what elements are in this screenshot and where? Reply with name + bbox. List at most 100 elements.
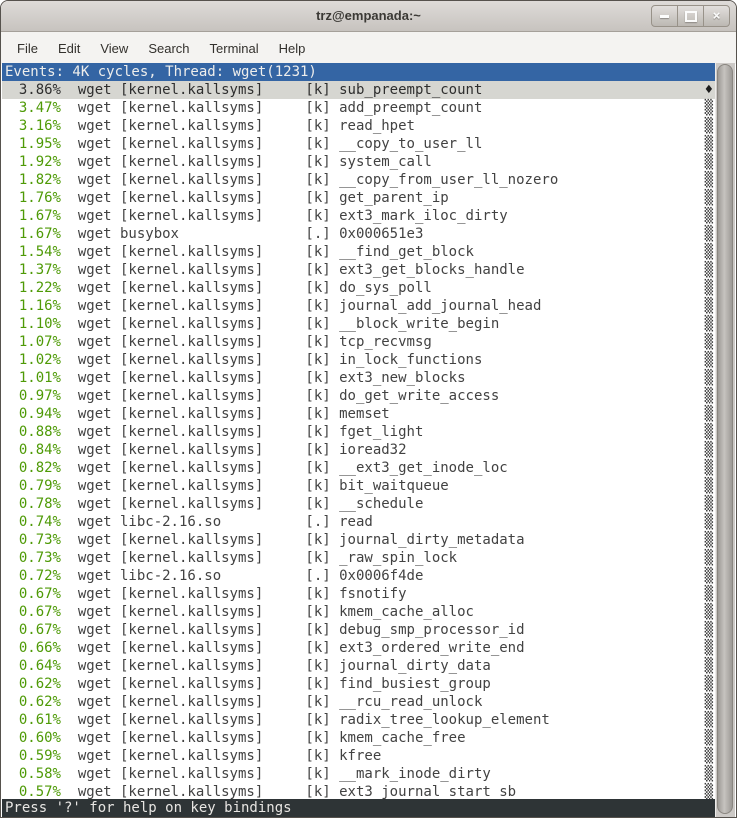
- table-row[interactable]: 0.79% wget [kernel.kallsyms] [k] bit_waitque…: [2, 477, 718, 495]
- command-cell: wget: [77, 352, 112, 368]
- table-row[interactable]: 0.82% wget [kernel.kallsyms] [k] __ext3_get_…: [2, 459, 718, 477]
- status-bar: Press '?' for help on key bindings: [2, 799, 718, 817]
- command-cell: wget: [77, 262, 112, 278]
- command-cell: wget: [77, 136, 112, 152]
- table-row[interactable]: 1.07% wget [kernel.kallsyms] [k] tcp_recvmsg…: [2, 333, 718, 351]
- command-cell: wget: [77, 460, 112, 476]
- scroll-shade-icon: ▒: [704, 694, 713, 710]
- table-row[interactable]: 0.60% wget [kernel.kallsyms] [k] kmem_cache_…: [2, 729, 718, 747]
- symbol-type-cell: [k]: [305, 262, 331, 278]
- command-cell: wget: [77, 406, 112, 422]
- overhead-cell: 0.78%: [18, 496, 61, 512]
- titlebar[interactable]: trz@empanada:~ ×: [1, 1, 736, 32]
- shared-object-cell: [kernel.kallsyms]: [119, 766, 264, 782]
- table-row[interactable]: 1.92% wget [kernel.kallsyms] [k] system_call…: [2, 153, 718, 171]
- table-row[interactable]: 1.54% wget [kernel.kallsyms] [k] __find_get_…: [2, 243, 718, 261]
- gap: [61, 297, 78, 315]
- shared-object-cell: [kernel.kallsyms]: [119, 406, 264, 422]
- table-row[interactable]: 0.74% wget libc-2.16.so [.] read ▒: [2, 513, 718, 531]
- symbol-type-cell: [k]: [305, 172, 331, 188]
- table-row[interactable]: 0.97% wget [kernel.kallsyms] [k] do_get_writ…: [2, 387, 718, 405]
- events-header: Events: 4K cycles, Thread: wget(1231): [2, 63, 718, 81]
- table-row[interactable]: 0.88% wget [kernel.kallsyms] [k] fget_light ▒: [2, 423, 718, 441]
- table-row[interactable]: 1.82% wget [kernel.kallsyms] [k] __copy_from…: [2, 171, 718, 189]
- maximize-button[interactable]: [677, 5, 704, 27]
- shared-object-cell: [kernel.kallsyms]: [119, 676, 264, 692]
- table-row[interactable]: 0.66% wget [kernel.kallsyms] [k] ext3_ordere…: [2, 639, 718, 657]
- table-row[interactable]: 3.86% wget [kernel.kallsyms] [k] sub_preempt…: [2, 81, 718, 99]
- command-cell: wget: [77, 604, 112, 620]
- command-cell: wget: [77, 568, 112, 584]
- close-button[interactable]: ×: [703, 5, 730, 27]
- menu-help[interactable]: Help: [278, 40, 306, 56]
- symbol-type-cell: [k]: [305, 586, 331, 602]
- symbol-cell: journal_add_journal_head: [339, 298, 542, 314]
- table-row[interactable]: 0.72% wget libc-2.16.so [.] 0x0006f4de ▒: [2, 567, 718, 585]
- table-row[interactable]: 1.01% wget [kernel.kallsyms] [k] ext3_new_bl…: [2, 369, 718, 387]
- menu-edit[interactable]: Edit: [57, 40, 81, 56]
- table-row[interactable]: 0.67% wget [kernel.kallsyms] [k] kmem_cache_…: [2, 603, 718, 621]
- command-cell: wget: [77, 118, 112, 134]
- menu-terminal[interactable]: Terminal: [209, 40, 259, 56]
- table-row[interactable]: 0.73% wget [kernel.kallsyms] [k] _raw_spin_l…: [2, 549, 718, 567]
- gap: [61, 585, 78, 603]
- table-row[interactable]: 0.61% wget [kernel.kallsyms] [k] radix_tree_…: [2, 711, 718, 729]
- shared-object-cell: [kernel.kallsyms]: [119, 262, 264, 278]
- overhead-cell: 1.67%: [18, 208, 61, 224]
- gap: [61, 405, 78, 423]
- window-controls: ×: [651, 5, 730, 27]
- symbol-type-cell: [k]: [305, 370, 331, 386]
- shared-object-cell: [kernel.kallsyms]: [119, 208, 264, 224]
- table-row[interactable]: 0.59% wget [kernel.kallsyms] [k] kfree ▒: [2, 747, 718, 765]
- table-row[interactable]: 1.22% wget [kernel.kallsyms] [k] do_sys_poll…: [2, 279, 718, 297]
- terminal-screen[interactable]: Events: 4K cycles, Thread: wget(1231) 3.…: [2, 63, 718, 817]
- menu-search[interactable]: Search: [148, 40, 190, 56]
- symbol-cell: ext3_new_blocks: [339, 370, 466, 386]
- scroll-shade-icon: ▒: [704, 136, 713, 152]
- scroll-shade-icon: ▒: [704, 190, 713, 206]
- window-title: trz@empanada:~: [316, 8, 421, 23]
- shared-object-cell: [kernel.kallsyms]: [119, 496, 264, 512]
- table-row[interactable]: 0.57% wget [kernel.kallsyms] [k] ext3_journa…: [2, 783, 718, 801]
- symbol-type-cell: [k]: [305, 442, 331, 458]
- symbol-type-cell: [k]: [305, 712, 331, 728]
- command-cell: wget: [77, 226, 112, 242]
- table-row[interactable]: 0.78% wget [kernel.kallsyms] [k] __schedule ▒: [2, 495, 718, 513]
- table-row[interactable]: 3.47% wget [kernel.kallsyms] [k] add_preempt…: [2, 99, 718, 117]
- table-row[interactable]: 0.62% wget [kernel.kallsyms] [k] find_busies…: [2, 675, 718, 693]
- gap: [61, 189, 78, 207]
- table-row[interactable]: 0.84% wget [kernel.kallsyms] [k] ioread32 ▒: [2, 441, 718, 459]
- scroll-shade-icon: ▒: [704, 388, 713, 404]
- symbol-type-cell: [k]: [305, 190, 331, 206]
- table-row[interactable]: 1.02% wget [kernel.kallsyms] [k] in_lock_fun…: [2, 351, 718, 369]
- shared-object-cell: [kernel.kallsyms]: [119, 370, 264, 386]
- table-row[interactable]: 0.62% wget [kernel.kallsyms] [k] __rcu_read_…: [2, 693, 718, 711]
- gap: [61, 513, 78, 531]
- table-row[interactable]: 1.37% wget [kernel.kallsyms] [k] ext3_get_bl…: [2, 261, 718, 279]
- scrollbar[interactable]: [715, 63, 735, 817]
- minimize-button[interactable]: [651, 5, 678, 27]
- table-row[interactable]: 1.95% wget [kernel.kallsyms] [k] __copy_to_u…: [2, 135, 718, 153]
- table-row[interactable]: 0.64% wget [kernel.kallsyms] [k] journal_dir…: [2, 657, 718, 675]
- shared-object-cell: [kernel.kallsyms]: [119, 388, 264, 404]
- symbol-type-cell: [k]: [305, 532, 331, 548]
- table-row[interactable]: 1.16% wget [kernel.kallsyms] [k] journal_add…: [2, 297, 718, 315]
- overhead-cell: 0.62%: [18, 676, 61, 692]
- table-row[interactable]: 1.76% wget [kernel.kallsyms] [k] get_parent_…: [2, 189, 718, 207]
- scroll-shade-icon: ▒: [704, 244, 713, 260]
- table-row[interactable]: 0.67% wget [kernel.kallsyms] [k] fsnotify ▒: [2, 585, 718, 603]
- table-row[interactable]: 1.10% wget [kernel.kallsyms] [k] __block_wri…: [2, 315, 718, 333]
- table-row[interactable]: 1.67% wget busybox [.] 0x000651e3 ▒: [2, 225, 718, 243]
- table-row[interactable]: 0.67% wget [kernel.kallsyms] [k] debug_smp_p…: [2, 621, 718, 639]
- symbol-type-cell: [k]: [305, 694, 331, 710]
- menu-file[interactable]: File: [17, 40, 38, 56]
- menu-view[interactable]: View: [100, 40, 129, 56]
- table-row[interactable]: 0.73% wget [kernel.kallsyms] [k] journal_dir…: [2, 531, 718, 549]
- table-row[interactable]: 0.94% wget [kernel.kallsyms] [k] memset ▒: [2, 405, 718, 423]
- symbol-cell: ext3_ordered_write_end: [339, 640, 525, 656]
- scrollbar-thumb[interactable]: [717, 64, 733, 814]
- table-row[interactable]: 3.16% wget [kernel.kallsyms] [k] read_hpet ▒: [2, 117, 718, 135]
- table-row[interactable]: 0.58% wget [kernel.kallsyms] [k] __mark_inod…: [2, 765, 718, 783]
- table-row[interactable]: 1.67% wget [kernel.kallsyms] [k] ext3_mark_i…: [2, 207, 718, 225]
- command-cell: wget: [77, 172, 112, 188]
